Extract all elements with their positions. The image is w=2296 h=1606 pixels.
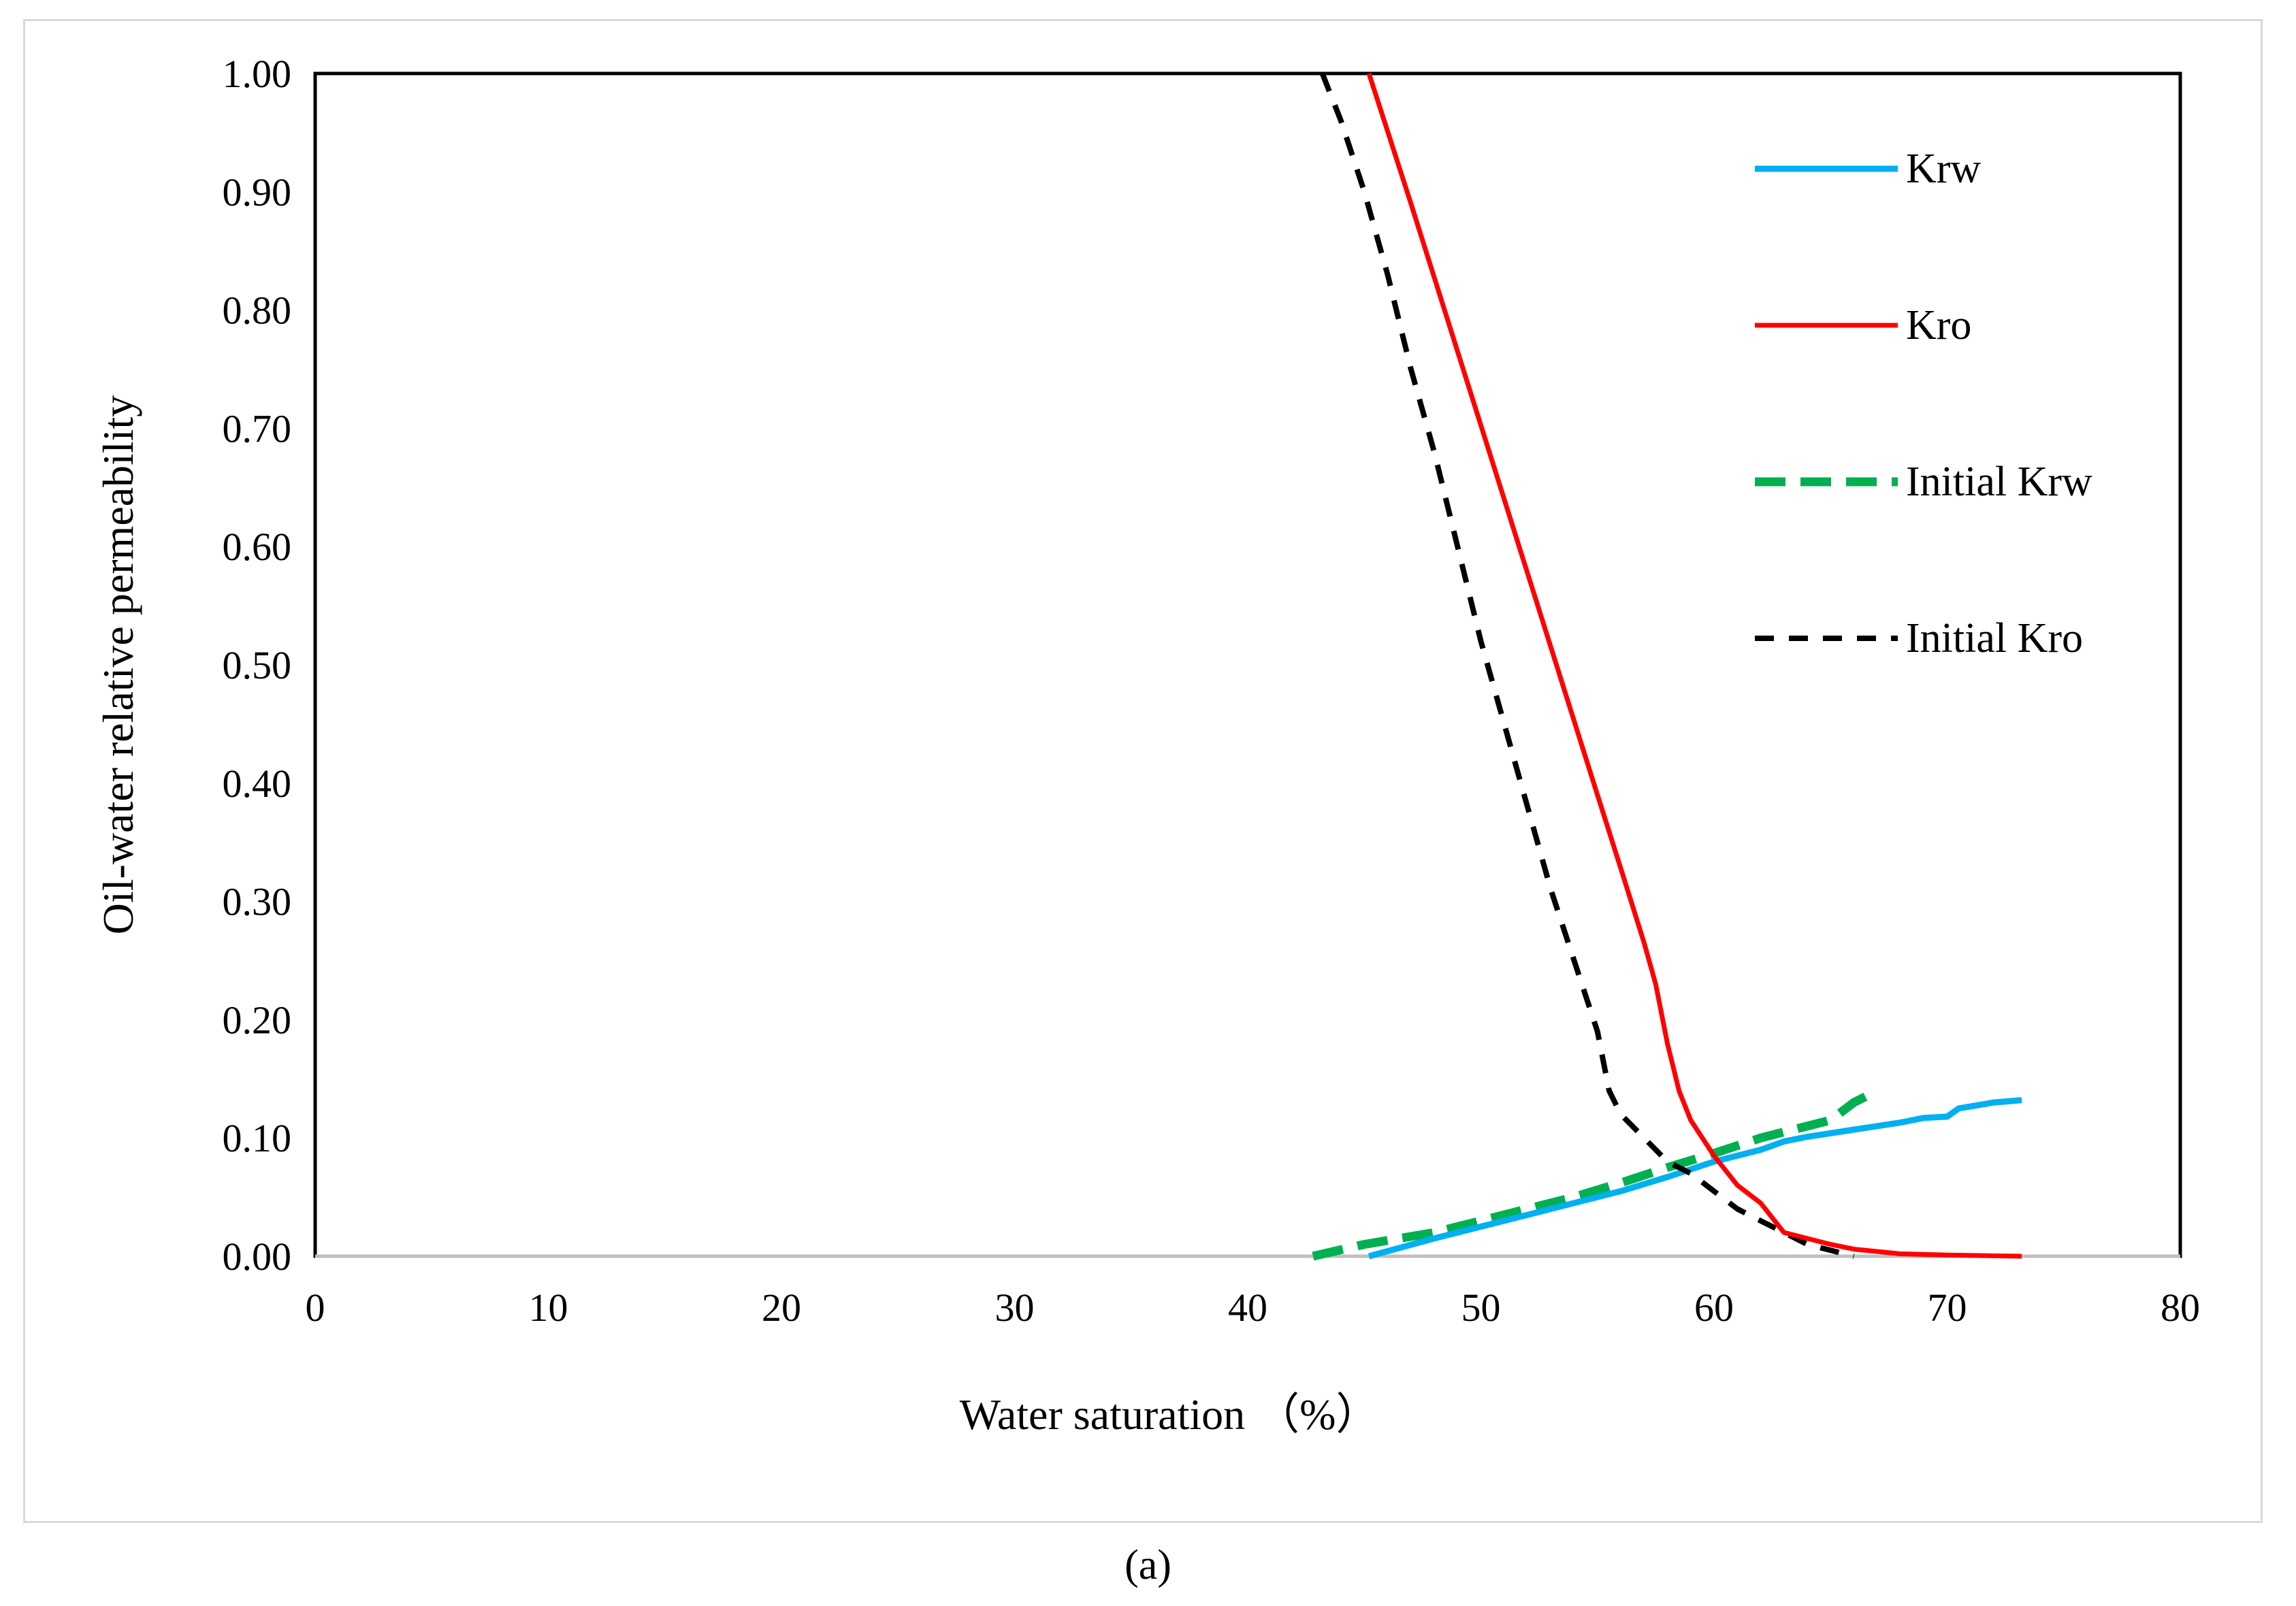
series-line-kro [1366,72,2022,1259]
x-tick-label: 80 [2161,1285,2200,1330]
x-axis-title: Water saturation （%） [960,1390,1380,1439]
figure-caption: (a) [1125,1542,1171,1588]
legend-label: Krw [1906,146,1981,192]
x-tick-label: 60 [1694,1285,1734,1330]
legend-label: Kro [1906,302,1971,348]
series-line-initial-krw [1312,1086,1879,1261]
x-tick-label: 30 [995,1285,1035,1330]
chart-frame [23,19,2263,1523]
x-tick-label: 20 [762,1285,801,1330]
legend-label: Initial Krw [1906,459,2092,505]
legend-label: Initial Kro [1906,615,2083,661]
plot-area-border [313,71,2182,1258]
x-tick-label: 0 [306,1285,325,1330]
y-tick-label: 0.60 [223,525,292,569]
x-tick-label: 10 [529,1285,568,1330]
x-tick-label: 70 [1928,1285,1967,1330]
x-tick-label: 40 [1228,1285,1267,1330]
y-tick-label: 0.70 [223,406,292,450]
y-tick-label: 0.20 [223,998,292,1042]
y-tick-label: 0.00 [223,1234,292,1279]
series-line-krw [1368,1097,2022,1260]
y-tick-label: 0.30 [223,880,292,924]
y-axis-title: Oil-water relative permeability [94,395,142,935]
y-tick-label: 0.90 [223,170,292,214]
y-tick-label: 1.00 [223,52,292,96]
y-tick-label: 0.50 [223,643,292,687]
y-tick-label: 0.80 [223,289,292,333]
x-tick-label: 50 [1461,1285,1501,1330]
y-tick-label: 0.10 [223,1116,292,1160]
series-line-initial-kro [1319,72,1855,1259]
y-tick-label: 0.40 [223,761,292,806]
